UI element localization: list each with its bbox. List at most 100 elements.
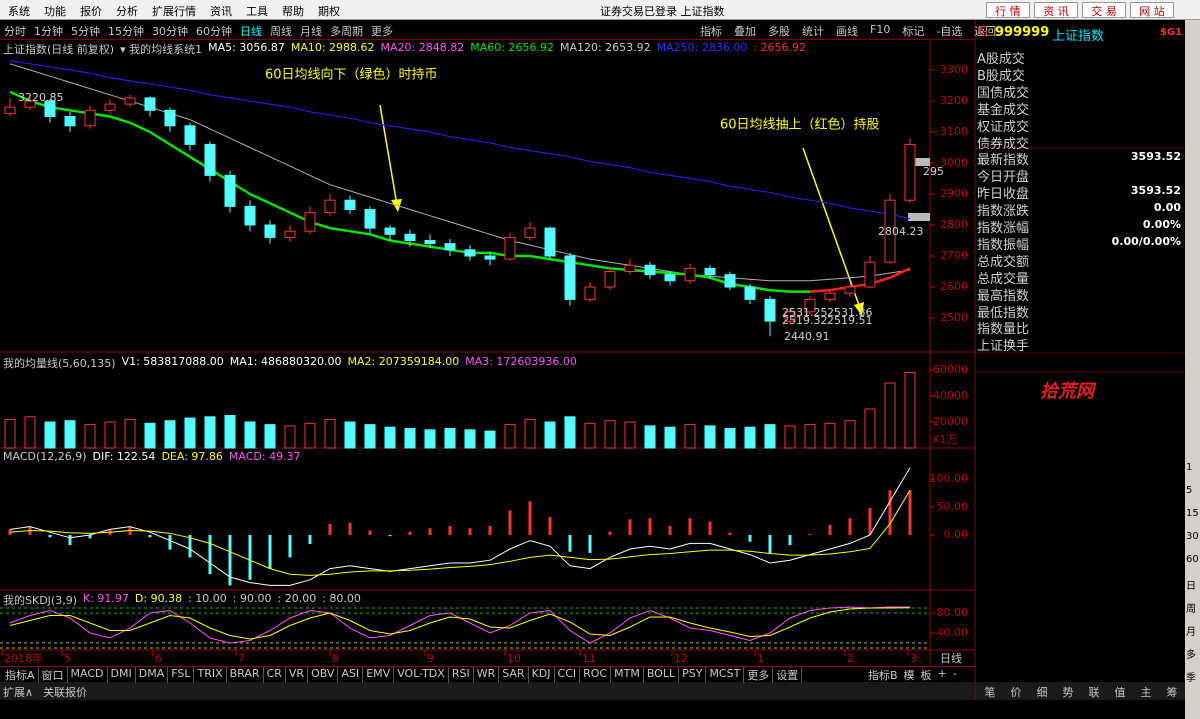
menu-item[interactable]: 分析	[116, 5, 138, 18]
indicator-tab-item[interactable]: CCI	[555, 667, 581, 683]
volume-bar	[744, 426, 756, 449]
quote-tab[interactable]: 值	[1114, 686, 1126, 699]
indicator-tab-item[interactable]: FSL	[168, 667, 195, 683]
status-item-item[interactable]: 关联报价	[43, 686, 88, 699]
tool-button-item[interactable]: 统计	[802, 25, 824, 38]
indicator-tab-item[interactable]: 指标A	[2, 667, 39, 683]
menu-item[interactable]: 功能	[44, 5, 66, 18]
indicator-tab-item[interactable]: DMA	[136, 667, 169, 683]
indicator-tab-item[interactable]: TRIX	[194, 667, 227, 683]
quote-tab[interactable]: 价	[1010, 686, 1022, 699]
candle-body	[584, 286, 596, 300]
tool-button-item[interactable]: 叠加	[734, 25, 756, 38]
quote-tab[interactable]: 筹	[1166, 686, 1178, 699]
quote-tab[interactable]: 笔	[984, 686, 996, 699]
indicator-tab-right-item[interactable]: -	[952, 667, 957, 680]
side-tab[interactable]: 多	[1186, 650, 1196, 661]
period-tab-item[interactable]: 60分钟	[196, 25, 232, 38]
menu-item[interactable]: 资讯	[210, 5, 232, 18]
period-tab-item[interactable]: 周线	[270, 25, 292, 38]
menu-item[interactable]: 期权	[318, 5, 340, 18]
top-button[interactable]: 交 易	[1082, 2, 1126, 18]
indicator-tab-item[interactable]: WR	[474, 667, 500, 683]
top-button[interactable]: 资 讯	[1034, 2, 1078, 18]
quote-label: 总成交额	[977, 254, 1030, 270]
indicator-tab-right-item[interactable]: +	[937, 667, 947, 680]
indicator-tab-item[interactable]: ROC	[580, 667, 612, 683]
candle-body	[144, 97, 156, 111]
side-tab[interactable]: 5	[1186, 485, 1193, 496]
indicator-tab-item[interactable]: ASI	[338, 667, 364, 683]
quote-tab[interactable]: 势	[1062, 686, 1074, 699]
side-tab[interactable]: 60	[1186, 554, 1199, 565]
indicator-tab-item[interactable]: VOL-TDX	[394, 667, 449, 683]
tool-button-item[interactable]: 指标	[700, 25, 722, 38]
side-tab[interactable]: 日	[1186, 581, 1196, 592]
tool-button-item[interactable]: 返回	[974, 25, 997, 38]
quote-tab[interactable]: 细	[1036, 686, 1048, 699]
date-label: 9	[427, 652, 434, 665]
indicator-tab-item[interactable]: SAR	[499, 667, 529, 683]
tool-button-item[interactable]: 画线	[836, 25, 858, 38]
indicator-tab-item[interactable]: DMI	[108, 667, 136, 683]
tool-button-item[interactable]: -自选	[936, 25, 963, 38]
period-tab-item[interactable]: 月线	[300, 25, 322, 38]
candle-body	[704, 267, 716, 276]
side-tab[interactable]: 30	[1186, 531, 1199, 542]
candle-body	[84, 109, 96, 127]
quote-tab[interactable]: 主	[1140, 686, 1152, 699]
period-tab-item[interactable]: 分时	[4, 25, 26, 38]
side-tab[interactable]: 周	[1186, 604, 1196, 615]
indicator-tab-item[interactable]: CR	[264, 667, 286, 683]
indicator-tab-item[interactable]: MCST	[706, 667, 745, 683]
menu-item[interactable]: 工具	[246, 5, 268, 18]
indicator-tab-item[interactable]: BOLL	[644, 667, 680, 683]
volume-bar	[384, 426, 396, 449]
indicator-tab-item[interactable]: EMV	[363, 667, 395, 683]
ma250-line	[9, 60, 911, 220]
indicator-tab-item[interactable]: 更多	[744, 667, 774, 683]
date-label: 1	[757, 652, 764, 665]
side-tab[interactable]: 月	[1186, 627, 1196, 638]
indicator-tab-right-item[interactable]: 模	[903, 669, 915, 682]
indicator-tab-item[interactable]: BRAR	[227, 667, 264, 683]
indicator-tab-item[interactable]: MACD	[68, 667, 108, 683]
indicator-tab-item[interactable]: RSI	[449, 667, 474, 683]
menu-item[interactable]: 系统	[8, 5, 30, 18]
period-tab-item[interactable]: 5分钟	[71, 25, 100, 38]
period-tab-item[interactable]: 多周期	[330, 25, 363, 38]
period-tab-item[interactable]: 日线	[240, 25, 262, 38]
period-tab-item[interactable]: 15分钟	[108, 25, 144, 38]
tool-button-item[interactable]: 多股	[768, 25, 790, 38]
indicator-tab-item[interactable]: KDJ	[529, 667, 555, 683]
indicator-tab-item[interactable]: MTM	[611, 667, 644, 683]
y-tick-label: 60000	[933, 363, 968, 376]
y-tick-label: 2500	[940, 311, 968, 324]
status-item-item[interactable]: 扩展∧	[3, 686, 34, 699]
side-tab[interactable]: 1	[1186, 462, 1193, 473]
side-tab[interactable]: 季	[1186, 673, 1196, 684]
indicator-tab-right-item[interactable]: 板	[920, 669, 932, 682]
macd-header-item: DIF: 122.54	[92, 450, 156, 463]
top-button[interactable]: 网 站	[1130, 2, 1174, 18]
quote-value: 3593.52	[1130, 150, 1181, 164]
period-tab-item[interactable]: 30分钟	[152, 25, 188, 38]
indicator-tab-item[interactable]: OBV	[308, 667, 339, 683]
menu-item[interactable]: 扩展行情	[152, 5, 196, 18]
indicator-tab-item[interactable]: VR	[286, 667, 309, 683]
tool-button-item[interactable]: F10	[870, 23, 891, 36]
side-tab[interactable]: 15	[1186, 508, 1199, 519]
top-button[interactable]: 行 情	[986, 2, 1030, 18]
period-tab-item[interactable]: 更多	[371, 25, 393, 38]
menu-item[interactable]: 帮助	[282, 5, 304, 18]
tool-button-item[interactable]: 标记	[902, 25, 925, 38]
indicator-tab-item[interactable]: 设置	[773, 667, 803, 683]
menu-item[interactable]: 报价	[80, 5, 102, 18]
period-tab-item[interactable]: 1分钟	[34, 25, 63, 38]
indicator-tab-right-item[interactable]: 指标B	[868, 669, 898, 682]
volume-bar	[204, 416, 216, 449]
volume-bar	[324, 418, 336, 449]
indicator-tab-item[interactable]: PSY	[679, 667, 707, 683]
indicator-tab-item[interactable]: 窗口	[39, 667, 68, 683]
quote-tab[interactable]: 联	[1088, 686, 1100, 699]
